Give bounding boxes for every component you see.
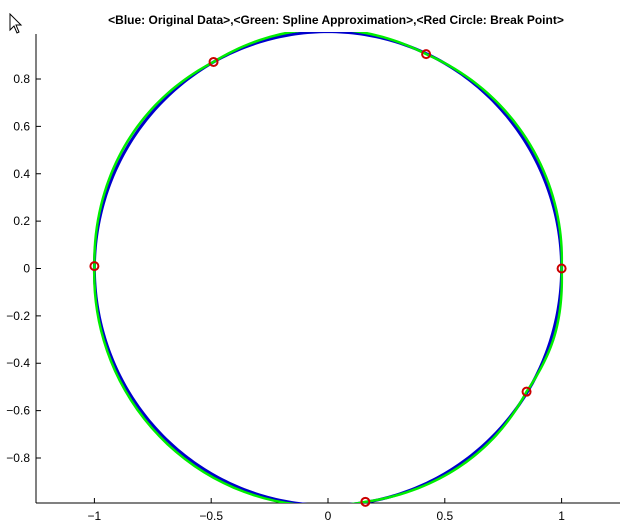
y-tick-label: 0.8 [13,72,30,86]
spline-series [92,32,564,503]
chart-title: <Blue: Original Data>,<Green: Spline App… [108,13,564,27]
break-point-marker [208,56,219,67]
original-data-line [92,32,564,503]
y-tick-label: 0 [23,262,30,276]
y-tick-label: 0.2 [13,214,30,228]
x-tick-label: 1 [558,509,565,523]
x-tick-label: 0.5 [436,509,453,523]
x-tick-label: 0 [325,509,332,523]
y-tick-label: −0.2 [6,309,30,323]
axes: −1 −0.5 0 0.5 1 −0.8 −0.6 −0.4 −0.2 0 0.2 0.4 0.6 0.8 [6,34,620,523]
y-tick-label: −0.8 [6,451,30,465]
y-tick-label: −0.6 [6,404,30,418]
original-data-series [92,32,564,503]
y-tick-label: −0.4 [6,356,30,370]
x-tick-label: −0.5 [199,509,223,523]
y-tick-label: 0.4 [13,167,30,181]
break-point-marker [521,386,532,397]
mouse-pointer-icon [9,13,23,34]
break-point-marker [556,263,567,274]
x-tick-label: −1 [88,509,102,523]
break-point-marker [89,261,100,272]
y-tick-label: 0.6 [13,119,30,133]
break-point-marker [421,49,432,60]
spline-approximation-line [92,32,564,503]
break-point-marker [360,496,371,507]
break-points-series [89,49,567,507]
